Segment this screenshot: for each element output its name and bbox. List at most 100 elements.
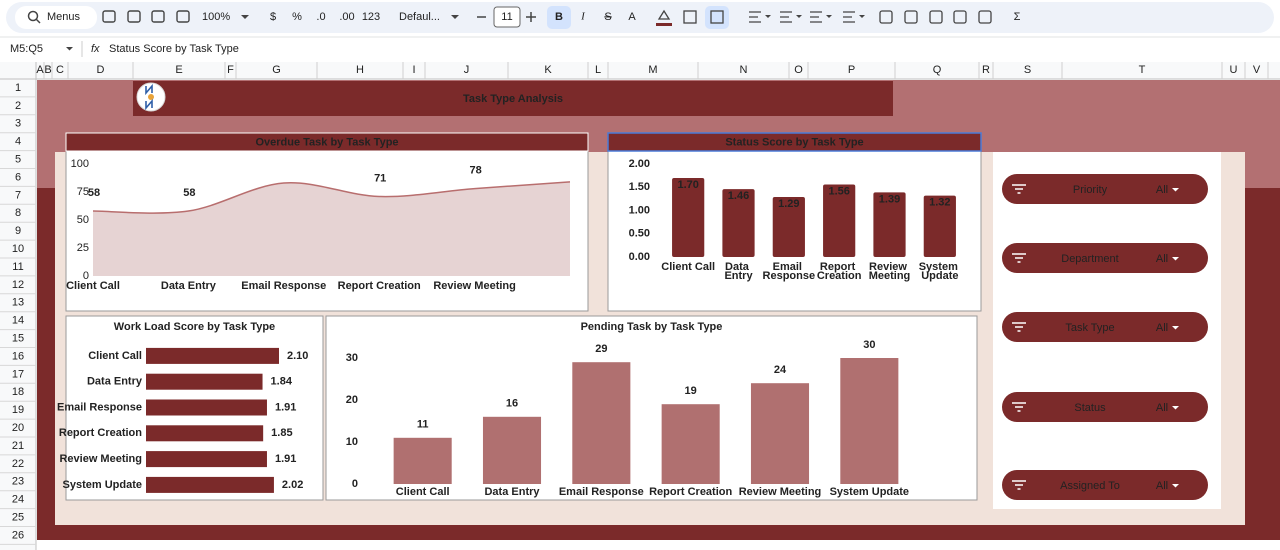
toolbar-button[interactable]: 123 xyxy=(362,11,380,23)
column-header[interactable]: Q xyxy=(933,64,942,76)
row-header[interactable]: 21 xyxy=(12,440,24,452)
column-header[interactable]: U xyxy=(1230,64,1238,76)
row-header[interactable]: 17 xyxy=(12,368,24,380)
filter-pill[interactable] xyxy=(1002,392,1208,422)
name-box[interactable]: M5:Q5 xyxy=(10,43,43,55)
column-header[interactable]: D xyxy=(97,64,105,76)
filter-value[interactable]: All xyxy=(1156,480,1168,492)
toolbar-icon[interactable] xyxy=(102,10,116,23)
column-header[interactable]: B xyxy=(44,64,51,76)
row-header[interactable]: 25 xyxy=(12,511,24,523)
font-select[interactable]: Defaul... xyxy=(399,11,440,23)
toolbar-icon xyxy=(683,10,697,24)
row-header[interactable]: 18 xyxy=(12,386,24,398)
filter-label[interactable]: Priority xyxy=(1073,184,1108,196)
row-header[interactable]: 23 xyxy=(12,476,24,488)
y-tick-label: 0.50 xyxy=(629,228,650,240)
row-header[interactable]: 4 xyxy=(15,136,21,148)
column-header[interactable]: G xyxy=(272,64,281,76)
filter-pill[interactable] xyxy=(1002,312,1208,342)
row-header[interactable]: 11 xyxy=(12,261,23,273)
title-bar xyxy=(133,81,893,116)
column-header[interactable]: J xyxy=(464,64,470,76)
filter-value[interactable]: All xyxy=(1156,402,1168,414)
formula-content[interactable]: Status Score by Task Type xyxy=(109,43,239,55)
filter-label[interactable]: Department xyxy=(1061,253,1118,265)
toolbar-icon[interactable] xyxy=(879,10,893,24)
toolbar-icon[interactable] xyxy=(127,10,141,23)
font-size[interactable]: 11 xyxy=(501,11,512,23)
column-header[interactable]: C xyxy=(56,64,64,76)
toolbar-icon[interactable] xyxy=(151,10,165,23)
data-label: 2.02 xyxy=(282,479,303,491)
column-header[interactable]: V xyxy=(1253,64,1261,76)
row-header[interactable]: 24 xyxy=(12,494,24,506)
column-header[interactable]: E xyxy=(175,64,182,76)
filter-pill[interactable] xyxy=(1002,243,1208,273)
row-header[interactable]: 2 xyxy=(15,100,21,112)
row-header[interactable]: 7 xyxy=(15,189,21,201)
y-tick-label: System Update xyxy=(63,479,142,491)
column-header[interactable]: R xyxy=(982,64,990,76)
column-header[interactable]: O xyxy=(794,64,803,76)
filter-label[interactable]: Task Type xyxy=(1065,322,1114,334)
column-header[interactable]: P xyxy=(848,64,855,76)
filter-label[interactable]: Status xyxy=(1074,402,1106,414)
row-header[interactable]: 1 xyxy=(15,82,21,94)
row-header[interactable]: 26 xyxy=(12,529,24,541)
toolbar-icon[interactable] xyxy=(904,10,918,24)
search-text[interactable]: Menus xyxy=(47,11,81,23)
toolbar-button[interactable]: .0 xyxy=(316,11,325,23)
column-header[interactable]: F xyxy=(227,64,234,76)
toolbar-button[interactable]: .00 xyxy=(339,11,354,23)
filter-value[interactable]: All xyxy=(1156,322,1168,334)
dropdown-caret xyxy=(826,15,832,18)
bar xyxy=(840,358,899,484)
toolbar-icon[interactable] xyxy=(176,10,190,23)
row-header[interactable]: 15 xyxy=(12,332,24,344)
row-header[interactable]: 3 xyxy=(15,118,21,130)
row-header[interactable]: 22 xyxy=(12,458,24,470)
toolbar-button[interactable]: $ xyxy=(270,11,276,23)
column-header[interactable]: M xyxy=(648,64,657,76)
toolbar-button[interactable]: % xyxy=(292,11,302,23)
row-header[interactable]: 6 xyxy=(15,171,21,183)
toolbar-icon[interactable] xyxy=(929,10,943,24)
data-label: 78 xyxy=(469,165,481,177)
column-header[interactable]: A xyxy=(36,64,44,76)
x-tick-label: Client Call xyxy=(661,261,715,273)
row-header[interactable]: 19 xyxy=(12,404,24,416)
filter-value[interactable]: All xyxy=(1156,184,1168,196)
zoom[interactable]: 100% xyxy=(202,11,230,23)
row-header[interactable]: 8 xyxy=(15,207,21,219)
column-header[interactable]: T xyxy=(1139,64,1146,76)
column-header[interactable]: I xyxy=(412,64,415,76)
filter-value[interactable]: All xyxy=(1156,253,1168,265)
column-header[interactable]: S xyxy=(1024,64,1031,76)
filter-label[interactable]: Assigned To xyxy=(1060,480,1120,492)
row-header[interactable]: 20 xyxy=(12,422,24,434)
chart-title-bar xyxy=(607,132,982,152)
row-header[interactable]: 10 xyxy=(12,243,24,255)
toolbar-button[interactable]: S xyxy=(604,11,611,23)
toolbar-button[interactable]: I xyxy=(580,11,586,23)
toolbar-icon[interactable] xyxy=(953,10,967,24)
toolbar-icon[interactable] xyxy=(978,10,992,24)
column-header[interactable]: L xyxy=(595,64,601,76)
row-header[interactable]: 16 xyxy=(12,350,24,362)
row-header[interactable]: 5 xyxy=(15,153,21,165)
filter-pill[interactable] xyxy=(1002,470,1208,500)
filter-pill[interactable] xyxy=(1002,174,1208,204)
row-header[interactable]: 14 xyxy=(12,315,24,327)
toolbar-button[interactable]: B xyxy=(555,11,563,23)
column-header[interactable]: H xyxy=(356,64,364,76)
column-header[interactable]: N xyxy=(740,64,748,76)
row-header[interactable]: 13 xyxy=(12,297,24,309)
column-header[interactable]: K xyxy=(544,64,552,76)
x-tick-label: Email Response xyxy=(241,280,326,292)
row-header[interactable]: 9 xyxy=(15,225,21,237)
toolbar-button[interactable]: Σ xyxy=(1014,11,1021,23)
font-size-box[interactable] xyxy=(493,6,521,28)
toolbar-button[interactable]: A xyxy=(628,11,636,23)
row-header[interactable]: 12 xyxy=(12,279,24,291)
